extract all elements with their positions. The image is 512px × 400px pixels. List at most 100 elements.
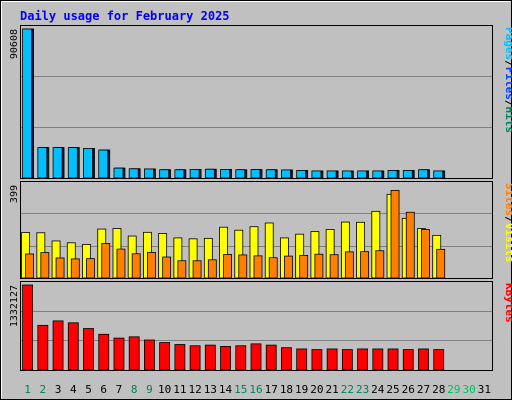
bar-sites	[86, 258, 95, 279]
x-tick-label: 25	[386, 383, 399, 396]
bar-sites	[329, 254, 339, 279]
x-tick-label: 14	[219, 383, 233, 396]
bar-kbytes	[311, 349, 323, 371]
bar-kbytes	[250, 343, 262, 371]
bar-pages	[433, 170, 444, 179]
bar-kbytes	[235, 345, 247, 371]
legend-entry-pages: Pages	[503, 27, 512, 60]
x-tick-label: 31	[478, 383, 491, 396]
bar-kbytes	[98, 333, 110, 371]
bar-pages	[220, 169, 230, 179]
bar-pages	[418, 169, 428, 179]
legend-separator: /	[503, 216, 512, 223]
bar-sites	[223, 254, 232, 279]
bar-kbytes	[159, 342, 171, 371]
bar-kbytes	[296, 348, 308, 371]
bar-sites	[207, 259, 217, 279]
y-tick-label: 90608	[9, 29, 20, 59]
bar-sites	[253, 255, 263, 279]
bar-kbytes	[220, 345, 231, 371]
bar-pages	[311, 170, 322, 179]
bar-kbytes	[265, 344, 277, 371]
x-axis-day-labels: 1 2 3 4 5 6 7 8 9 10 11 12 13 14 15 16 17 18 19 20 21 22 23 24 2…	[24, 383, 491, 396]
bar-sites	[101, 243, 111, 279]
legend-separator: /	[503, 100, 512, 107]
bar-pages	[128, 168, 139, 179]
bar-sites	[314, 253, 324, 279]
bar-pages	[83, 147, 93, 179]
bar-sites	[238, 254, 248, 279]
legend-entry-kbytes: KBytes	[503, 283, 512, 323]
x-tick-label: 26	[402, 383, 415, 396]
bar-pages	[326, 170, 337, 179]
bar-kbytes	[326, 348, 338, 371]
x-tick-label: 10	[158, 383, 171, 396]
x-tick-label: 24	[371, 383, 385, 396]
chart-panels: 90608Pages/Files/Hits399Sites/Visits1332…	[9, 25, 512, 371]
bar-pages	[235, 169, 246, 179]
bar-kbytes	[128, 336, 140, 371]
x-tick-label: 18	[280, 383, 293, 396]
bar-sites	[421, 229, 430, 279]
bar-kbytes	[204, 344, 216, 371]
bar-kbytes	[144, 339, 155, 371]
x-tick-label: 29	[447, 383, 460, 396]
x-tick-label: 1	[24, 383, 31, 396]
bar-kbytes	[83, 328, 94, 371]
legend-entry-sites: Sites	[503, 183, 512, 216]
bar-pages	[341, 170, 352, 179]
bar-pages	[296, 170, 307, 179]
legend: KBytes	[503, 283, 512, 323]
bar-pages	[67, 147, 78, 179]
x-tick-label: 9	[146, 383, 153, 396]
bar-sites	[436, 248, 446, 279]
bar-sites	[268, 257, 278, 279]
y-tick-label: 399	[9, 185, 20, 203]
bar-sites	[299, 254, 309, 279]
bar-sites	[147, 251, 156, 279]
x-tick-label: 2	[40, 383, 47, 396]
bar-sites	[55, 257, 65, 279]
x-tick-label: 17	[265, 383, 278, 396]
chart-title: Daily usage for February 2025	[20, 9, 230, 23]
bar-kbytes	[418, 348, 429, 371]
x-tick-label: 30	[463, 383, 476, 396]
bar-sites	[70, 258, 80, 279]
legend-entry-visits: Visits	[503, 223, 512, 263]
bar-sites	[40, 252, 50, 279]
bar-pages	[265, 169, 276, 179]
bar-kbytes	[174, 344, 186, 371]
bar-pages	[357, 170, 367, 179]
bar-sites	[192, 260, 202, 279]
bar-sites	[405, 211, 415, 279]
y-tick-label: 1332127	[9, 285, 20, 327]
legend-entry-hits: Hits	[503, 107, 512, 134]
bar-sites	[344, 251, 354, 279]
x-tick-label: 22	[341, 383, 354, 396]
bar-pages	[402, 170, 413, 179]
bar-sites	[390, 189, 400, 279]
bar-sites	[177, 260, 187, 279]
bar-pages	[98, 149, 109, 179]
bar-pages	[144, 168, 154, 179]
bar-pages	[387, 170, 398, 179]
bar-kbytes	[22, 284, 34, 371]
bar-kbytes	[52, 320, 64, 371]
x-tick-label: 21	[326, 383, 339, 396]
legend-entry-files: Files	[503, 67, 512, 100]
bar-kbytes	[67, 322, 79, 371]
bar-kbytes	[372, 348, 384, 371]
panel-visits-panel: 399 Sites/Visits	[9, 181, 512, 279]
legend: Pages/Files/Hits	[503, 27, 512, 133]
x-tick-label: 27	[417, 383, 430, 396]
bar-kbytes	[357, 348, 368, 371]
bar-sites	[162, 256, 172, 279]
legend-separator: /	[503, 60, 512, 67]
bar-pages	[174, 169, 185, 179]
bar-pages	[250, 169, 261, 179]
bar-pages	[52, 147, 63, 179]
bar-pages	[281, 169, 291, 179]
